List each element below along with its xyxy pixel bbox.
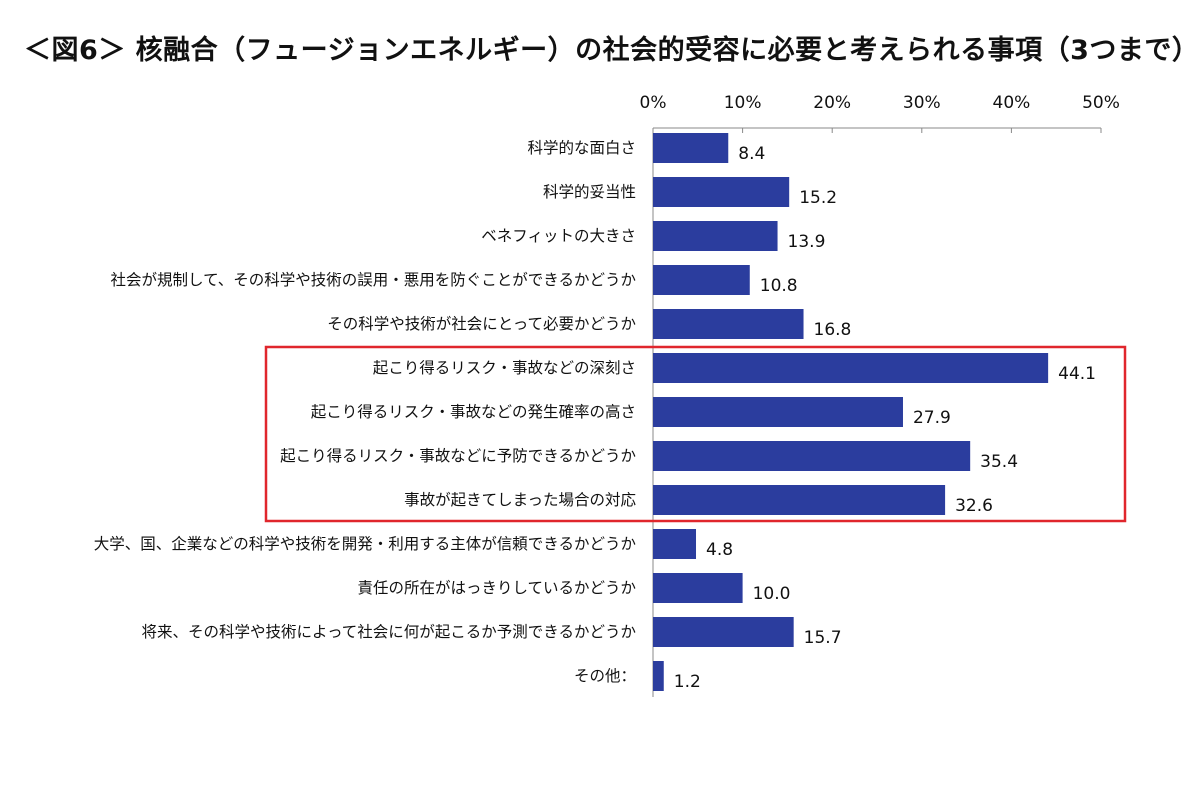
x-tick-label: 50%: [1082, 93, 1120, 113]
category-label: その科学や技術が社会にとって必要かどうか: [327, 315, 636, 333]
category-label: 事故が起きてしまった場合の対応: [404, 491, 636, 509]
value-label: 27.9: [913, 408, 951, 428]
value-label: 1.2: [674, 672, 701, 692]
value-label: 4.8: [706, 540, 733, 560]
bar: [653, 221, 778, 251]
category-labels-group: 科学的な面白さ科学的妥当性ベネフィットの大きさ社会が規制して、その科学や技術の誤…: [94, 139, 637, 685]
value-label: 15.7: [804, 628, 842, 648]
highlight-box-group: [264, 345, 1127, 523]
x-tick-label: 40%: [993, 93, 1031, 113]
value-label: 10.0: [753, 584, 791, 604]
category-label: その他：: [574, 667, 636, 685]
category-label: ベネフィットの大きさ: [481, 227, 636, 245]
bar: [653, 441, 971, 471]
bars-group: [653, 133, 1049, 691]
category-label: 社会が規制して、その科学や技術の誤用・悪用を防ぐことができるかどうか: [111, 271, 636, 289]
category-label: 起こり得るリスク・事故などの発生確率の高さ: [311, 403, 636, 421]
value-labels-group: 8.4 15.2 13.9 10.8 16.8 44.1 27.9 35.4 32.6 4.8 10…: [674, 144, 1096, 692]
bar: [653, 353, 1049, 383]
category-label: 科学的な面白さ: [527, 139, 636, 157]
bar: [653, 133, 729, 163]
bar: [653, 529, 697, 559]
x-tick-label: 30%: [903, 93, 941, 113]
value-label: 16.8: [814, 320, 852, 340]
bar: [653, 397, 903, 427]
x-tick-label: 0%: [640, 93, 667, 113]
bar: [653, 573, 743, 603]
value-label: 44.1: [1058, 364, 1096, 384]
chart-title: ＜図6＞ 核融合（フュージョンエネルギー）の社会的受容に必要と考えられる事項（3…: [24, 35, 1200, 66]
category-label: 将来、その科学や技術によって社会に何が起こるか予測できるかどうか: [142, 623, 636, 641]
value-label: 10.8: [760, 276, 798, 296]
category-label: 大学、国、企業などの科学や技術を開発・利用する主体が信頼できるかどうか: [94, 535, 636, 553]
category-label: 起こり得るリスク・事故などの深刻さ: [373, 359, 636, 377]
bar: [653, 177, 790, 207]
bar: [653, 309, 804, 339]
x-tick-label: 20%: [813, 93, 851, 113]
category-label: 起こり得るリスク・事故などに予防できるかどうか: [280, 447, 636, 465]
x-tick-label: 10%: [724, 93, 762, 113]
bar: [653, 617, 794, 647]
category-label: 科学的妥当性: [543, 183, 636, 201]
value-label: 32.6: [955, 496, 993, 516]
value-label: 35.4: [980, 452, 1018, 472]
bar: [653, 265, 750, 295]
bar: [653, 485, 946, 515]
highlight-box: [264, 345, 1127, 523]
value-label: 15.2: [799, 188, 837, 208]
value-label: 8.4: [738, 144, 765, 164]
value-label: 13.9: [788, 232, 826, 252]
bar: [653, 661, 664, 691]
category-label: 責任の所在がはっきりしているかどうか: [357, 579, 636, 597]
